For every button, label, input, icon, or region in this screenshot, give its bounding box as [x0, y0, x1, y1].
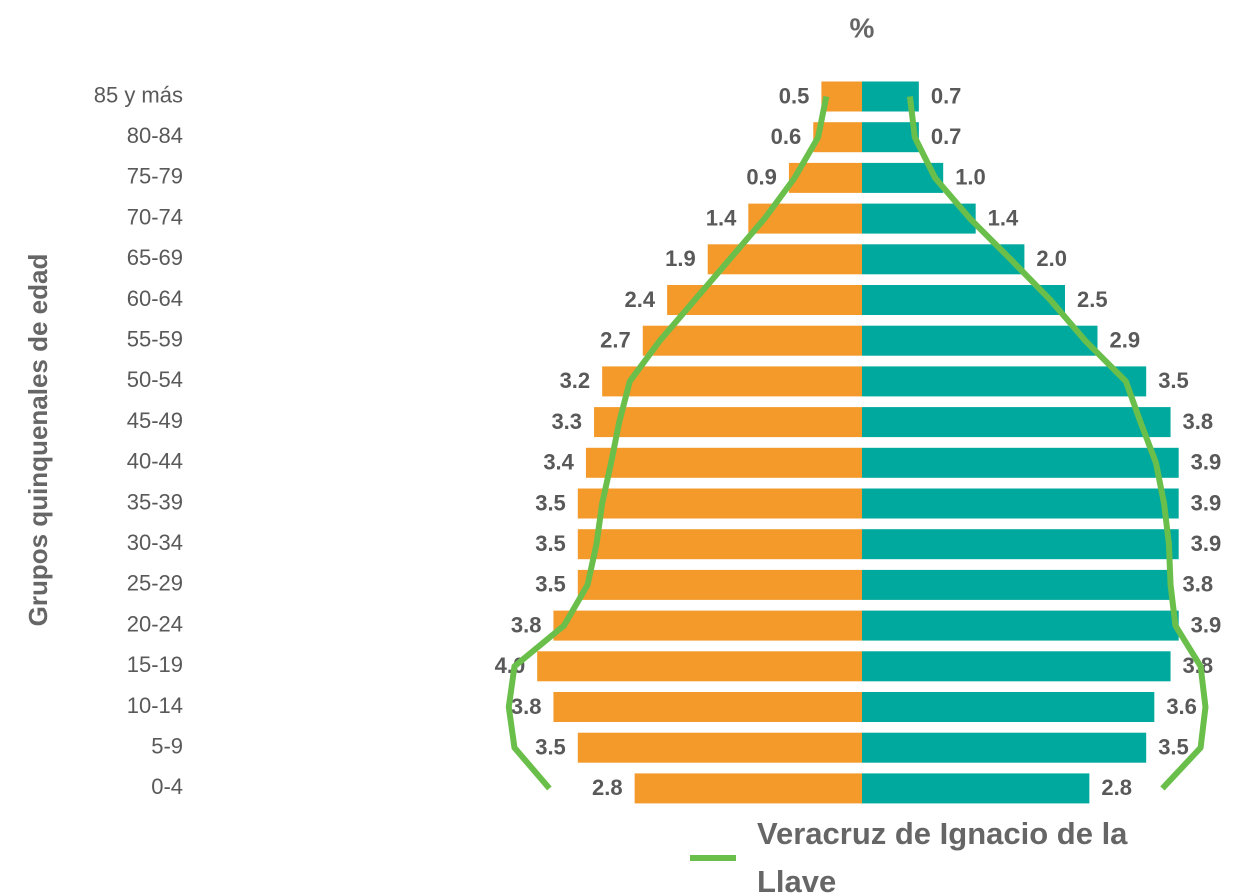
y-tick-label: 35-39 [127, 489, 183, 514]
y-tick-label: 55-59 [127, 327, 183, 352]
value-label: 1.4 [706, 205, 737, 230]
value-label: 1.9 [665, 246, 696, 271]
value-label: 2.4 [625, 287, 656, 312]
outline-line [906, 96, 1209, 791]
value-label: 3.8 [511, 694, 542, 719]
value-label: 3.5 [535, 572, 566, 597]
bar [862, 325, 1098, 356]
value-label: 2.8 [1101, 775, 1132, 800]
y-tick-label: 10-14 [127, 693, 183, 718]
value-label: 3.9 [1191, 531, 1222, 556]
value-label: 3.9 [1191, 612, 1222, 637]
y-tick-label: 85 y más [94, 82, 183, 107]
value-label: 1.0 [955, 165, 986, 190]
value-label: 3.2 [560, 368, 591, 393]
y-axis-label: Grupos quinquenales de edad [23, 254, 53, 627]
y-tick-label: 45-49 [127, 408, 183, 433]
bar [537, 651, 862, 682]
value-label: 3.8 [511, 612, 542, 637]
y-tick-label: 65-69 [127, 245, 183, 270]
value-label: 3.9 [1191, 490, 1222, 515]
bar [862, 732, 1147, 763]
y-tick-label: 20-24 [127, 611, 183, 636]
value-label: 0.9 [746, 165, 777, 190]
bar [577, 488, 862, 519]
value-label: 3.5 [1158, 368, 1189, 393]
value-label: 3.5 [1158, 735, 1189, 760]
bar [862, 407, 1171, 438]
value-label: 0.7 [931, 124, 962, 149]
y-tick-label: 40-44 [127, 449, 183, 474]
value-label: 2.7 [600, 328, 631, 353]
bar [862, 529, 1179, 560]
value-label: 3.4 [543, 450, 574, 475]
y-tick-label: 30-34 [127, 530, 183, 555]
bar [577, 569, 862, 600]
y-tick-label: 0-4 [151, 774, 183, 799]
value-label: 3.9 [1191, 450, 1222, 475]
bar [862, 203, 976, 234]
value-label: 1.4 [988, 205, 1019, 230]
bar [634, 773, 862, 804]
y-tick-label: 70-74 [127, 204, 183, 229]
bar [862, 285, 1065, 315]
value-label: 3.6 [1166, 694, 1197, 719]
bar [862, 569, 1171, 600]
value-label: 3.5 [535, 490, 566, 515]
y-tick-label: 75-79 [127, 164, 183, 189]
bar [577, 529, 862, 560]
bar [821, 81, 862, 112]
bar [862, 366, 1147, 397]
bar [862, 692, 1155, 722]
value-label: 2.9 [1109, 328, 1140, 353]
bar [862, 488, 1179, 519]
value-label: 3.5 [535, 735, 566, 760]
bar [862, 610, 1179, 641]
y-tick-label: 80-84 [127, 123, 183, 148]
y-tick-label: 15-19 [127, 652, 183, 677]
value-label: 2.0 [1036, 246, 1067, 271]
bar [553, 610, 862, 641]
bar [862, 122, 919, 153]
value-label: 4.0 [495, 653, 526, 678]
chart-title: % [850, 12, 875, 43]
bar [642, 325, 862, 356]
y-tick-label: 25-29 [127, 571, 183, 596]
y-tick-label: 50-54 [127, 367, 183, 392]
outline-line [505, 95, 830, 791]
y-tick-label: 5-9 [151, 734, 183, 759]
bar [553, 692, 862, 722]
bar [577, 732, 862, 763]
value-label: 3.3 [551, 409, 582, 434]
bar [862, 773, 1090, 804]
bar [585, 447, 862, 478]
value-label: 2.8 [592, 775, 623, 800]
legend-label: Veracruz de Ignacio de la Llave [757, 816, 1128, 895]
bar [594, 407, 862, 438]
value-label: 2.5 [1077, 287, 1108, 312]
value-label: 3.8 [1183, 409, 1214, 434]
bar [862, 447, 1179, 478]
value-label: 3.5 [535, 531, 566, 556]
bar [862, 651, 1171, 682]
value-label: 0.7 [931, 83, 962, 108]
value-label: 0.6 [771, 124, 802, 149]
value-label: 3.8 [1183, 572, 1214, 597]
value-label: 0.5 [779, 83, 810, 108]
y-tick-label: 60-64 [127, 286, 183, 311]
bar [602, 366, 862, 397]
